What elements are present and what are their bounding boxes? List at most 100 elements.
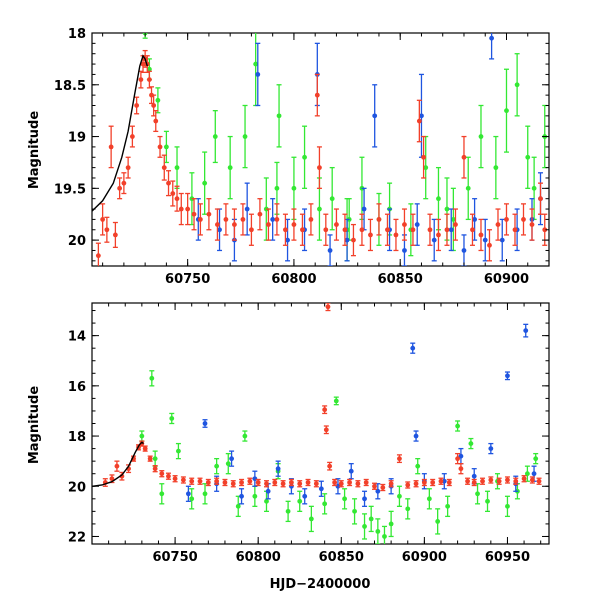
top-red-point [520,203,526,236]
top-red-point [469,213,475,246]
top-blue-point [414,203,420,246]
bottom-green-point [214,457,220,475]
bottom-green-point [396,485,402,507]
top-model-curve [92,54,148,212]
bottom-red-point [255,478,261,487]
bottom-series-blue [185,323,537,507]
top-series-blue [195,33,543,266]
bottom-x-axis-title: HJD−2400000 [270,577,371,592]
bottom-red-point [263,480,269,488]
bottom-green-point [297,490,303,513]
top-red-point [248,213,254,246]
top-blue-point [431,218,437,262]
top-blue-point [461,234,467,266]
top-green-point [202,151,208,215]
bottom-blue-point [523,323,529,338]
bottom-red-point [363,478,369,487]
bottom-red-point [142,445,148,452]
top-red-point [486,229,492,262]
top-red-point [452,208,458,241]
top-red-point [314,73,320,117]
bottom-red-point [347,478,353,487]
top-red-point [384,213,390,246]
bottom-plot-area [91,302,550,545]
bottom-green-point [455,420,461,432]
top-red-point [350,223,356,257]
top-red-point [401,208,407,241]
bottom-red-point [239,478,245,487]
bottom-red-point [536,477,542,485]
top-blue-point [270,198,276,241]
bottom-red-point [152,465,158,473]
bottom-blue-point [504,371,510,381]
bottom-panel: 60750 60800 60850 60900 60950 14 16 18 20 22 Magn… [27,302,550,592]
top-xtick-label: 60850 [378,272,423,287]
top-red-point [308,203,314,236]
bottom-red-point [338,480,344,488]
top-red-point [112,221,118,249]
bottom-green-point [426,488,432,510]
top-red-point [257,198,263,231]
top-red-point [393,218,399,252]
top-red-point [282,213,288,246]
bottom-green-point [169,412,175,425]
top-red-point [265,208,271,241]
bottom-blue-point [362,490,368,507]
bottom-red-point [165,472,171,480]
top-green-point [465,156,471,221]
top-blue-point [448,208,454,252]
bottom-green-point [235,495,241,518]
top-red-point [108,125,114,169]
top-green-point [276,84,282,148]
bottom-red-point [413,480,419,488]
top-red-point [461,135,467,179]
bottom-red-point [272,478,278,487]
bottom-red-point [471,478,477,487]
top-red-point [146,70,152,89]
bottom-blue-point [375,483,381,500]
top-red-point [410,213,416,246]
top-green-point [478,104,484,169]
top-ytick-label: 19.5 [54,182,86,197]
bottom-red-point [327,461,333,471]
top-xtick-label: 60800 [271,272,316,287]
bottom-blue-point [410,342,416,354]
top-xtick-label: 60750 [165,272,210,287]
bottom-blue-point [202,419,208,428]
bottom-red-point [323,425,329,435]
bottom-y-axis-title: Magnitude [27,386,42,465]
bottom-red-point [372,482,378,490]
top-red-point [299,213,305,246]
top-red-point [134,96,140,115]
top-blue-point [482,218,488,262]
top-red-point [157,135,163,158]
top-green-point [212,110,218,164]
top-red-point [138,70,144,89]
bottom-blue-point [488,442,494,455]
bottom-green-point [139,430,145,442]
top-panel: 60750 60800 60850 60900 18 18.5 19 19.5 20 Magni… [27,27,550,287]
bottom-red-point [305,478,311,487]
top-green-point [525,125,531,189]
top-y-axis-title: Magnitude [27,111,42,190]
bottom-red-point [438,477,444,485]
bottom-red-point [313,480,319,488]
top-green-point [503,68,509,153]
bottom-green-point [149,370,155,387]
bottom-green-point [285,500,291,523]
top-red-point [416,99,422,143]
bottom-green-point [362,513,368,540]
bottom-green-point [375,518,381,544]
top-red-point [323,213,329,246]
bottom-green-point [485,490,491,513]
top-red-point [240,203,246,236]
top-ytick-label: 20 [68,234,86,249]
top-blue-point [489,33,495,60]
bottom-green-point [322,493,328,515]
bottom-red-point [504,476,510,484]
top-green-point [514,53,520,117]
bottom-blue-point [239,488,245,505]
bottom-green-point [435,508,441,535]
bottom-blue-point [275,460,281,477]
top-series-red [95,49,548,266]
